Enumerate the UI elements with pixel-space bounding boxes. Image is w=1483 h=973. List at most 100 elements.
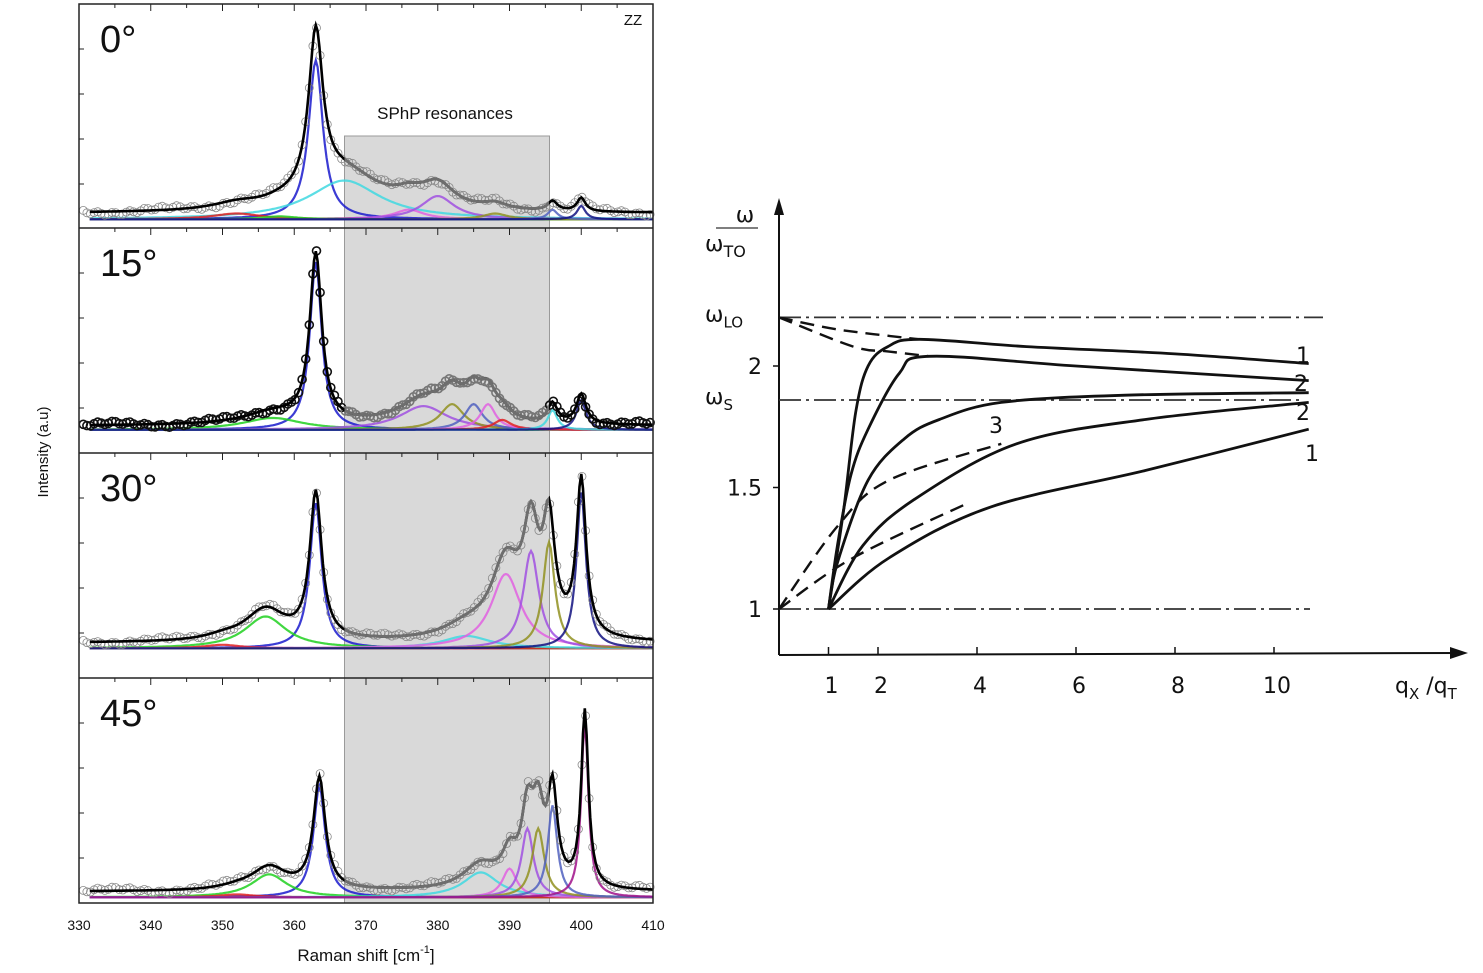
cumulative-fit-line-shaded xyxy=(344,496,549,638)
y-tick-label: 1.5 xyxy=(727,477,762,502)
x-tick-label: 410 xyxy=(641,917,665,933)
spectrum-panel-0: 0° xyxy=(78,4,655,221)
data-point xyxy=(473,857,483,867)
data-point xyxy=(408,880,418,890)
x-tick-label: 1 xyxy=(825,674,839,699)
data-point xyxy=(297,861,307,871)
data-point xyxy=(569,404,580,414)
data-point xyxy=(355,165,364,175)
dispersion-curve-4-solid xyxy=(827,427,1310,611)
data-point xyxy=(513,204,522,214)
data-point xyxy=(412,879,422,889)
x-axis-title: Raman shift [cm-1] xyxy=(297,944,434,965)
data-point xyxy=(383,885,393,895)
curve-label-3: 3 xyxy=(989,414,1003,439)
spectrum-panel-1: 15° xyxy=(78,227,655,433)
fit-component-400 xyxy=(89,492,654,650)
data-point xyxy=(638,882,648,892)
data-point xyxy=(161,203,171,213)
data-point xyxy=(254,865,264,875)
data-point xyxy=(139,203,149,213)
data-point xyxy=(627,635,637,645)
data-point xyxy=(397,400,408,410)
spectrum-panel-2: 30° xyxy=(78,452,655,650)
data-point xyxy=(143,634,153,644)
data-point xyxy=(355,883,364,893)
data-point xyxy=(168,633,178,642)
dispersion-curve-0-solid xyxy=(827,337,1309,610)
data-point xyxy=(161,888,171,897)
fit-component-400.5 xyxy=(89,721,653,899)
data-point xyxy=(383,630,393,640)
data-point xyxy=(276,607,286,617)
x-axis xyxy=(778,652,1461,656)
data-point xyxy=(154,633,164,642)
data-point xyxy=(624,634,633,644)
dispersion-curve-1-solid xyxy=(827,354,1309,610)
curve-label-1-upper: 1 xyxy=(1296,344,1310,369)
shaded-region-label: SPhP resonances xyxy=(377,104,513,123)
data-point xyxy=(516,205,526,215)
panel-angle-label: 0° xyxy=(100,19,136,61)
data-point xyxy=(344,157,354,167)
raman-spectra-chart: 0° 15° 30° 45° SPhP resonances ZZ 330 340 350… xyxy=(35,3,665,965)
dispersion-curve-6-dashed xyxy=(778,316,930,358)
data-point xyxy=(645,882,655,892)
data-point xyxy=(638,636,648,646)
data-point xyxy=(139,634,149,644)
y-axis-title-denominator: ωTO xyxy=(705,232,746,261)
spectrum-panel-3: 45° xyxy=(78,677,655,899)
y-axis-title: Intensity (a.u) xyxy=(35,407,52,498)
data-point xyxy=(462,608,472,617)
data-point xyxy=(645,636,655,646)
data-point xyxy=(294,604,304,614)
x-tick-label: 6 xyxy=(1072,674,1086,699)
y-tick-label: ωS xyxy=(705,385,733,414)
panel-angle-label: 45° xyxy=(100,693,157,735)
panel-angle-label: 15° xyxy=(100,243,157,285)
data-point xyxy=(448,874,458,884)
x-tick-label: 2 xyxy=(874,674,888,699)
x-axis-title: qX /qT xyxy=(1395,674,1458,703)
data-point xyxy=(208,880,217,889)
x-tick-label: 10 xyxy=(1263,674,1291,699)
data-point xyxy=(645,417,655,428)
x-tick-label: 340 xyxy=(139,917,163,933)
data-point xyxy=(122,883,131,893)
x-tick-label: 8 xyxy=(1171,674,1185,699)
y-tick-label: 2 xyxy=(748,355,762,380)
data-point xyxy=(161,633,171,643)
corner-label: ZZ xyxy=(624,12,642,29)
dispersion-curve-3-solid xyxy=(827,401,1309,610)
x-axis-arrow-icon xyxy=(1450,647,1468,659)
plot-frame xyxy=(78,3,654,904)
dispersion-curve-8-dashed xyxy=(778,501,971,610)
curve-label-1-lower: 1 xyxy=(1305,442,1319,467)
x-tick-label: 330 xyxy=(67,917,91,933)
data-point xyxy=(96,884,106,894)
data-point xyxy=(416,631,425,641)
fit-component-400 xyxy=(89,204,653,221)
data-point xyxy=(462,866,472,875)
cumulative-fit-line-shaded xyxy=(344,779,549,890)
data-point xyxy=(251,867,260,876)
x-tick-label: 370 xyxy=(354,917,378,933)
data-point xyxy=(147,888,156,898)
dispersion-curve-2-solid xyxy=(827,391,1309,610)
y-axis-arrow-icon xyxy=(774,198,784,215)
x-tick-label: 4 xyxy=(973,674,987,699)
x-tick-label: 360 xyxy=(283,917,307,933)
y-tick-label: ωLO xyxy=(705,302,743,331)
cumulative-fit-line-shaded xyxy=(344,157,549,210)
data-point xyxy=(179,887,189,897)
x-tick-label: 380 xyxy=(426,917,450,933)
sphp-shaded-region xyxy=(344,135,550,904)
data-point xyxy=(631,881,641,891)
data-point xyxy=(480,590,490,600)
data-point xyxy=(283,607,293,617)
data-point xyxy=(645,209,655,219)
y-tick-label: 1 xyxy=(748,598,762,623)
data-point xyxy=(254,189,264,199)
